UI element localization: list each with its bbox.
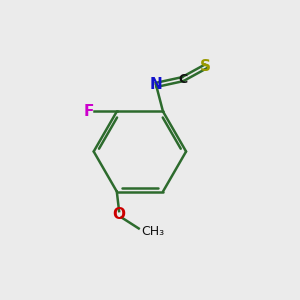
Text: F: F (84, 104, 94, 119)
Text: N: N (150, 77, 162, 92)
Text: S: S (200, 59, 211, 74)
Text: C: C (178, 73, 187, 85)
Text: CH₃: CH₃ (141, 225, 164, 239)
Text: O: O (112, 207, 126, 222)
